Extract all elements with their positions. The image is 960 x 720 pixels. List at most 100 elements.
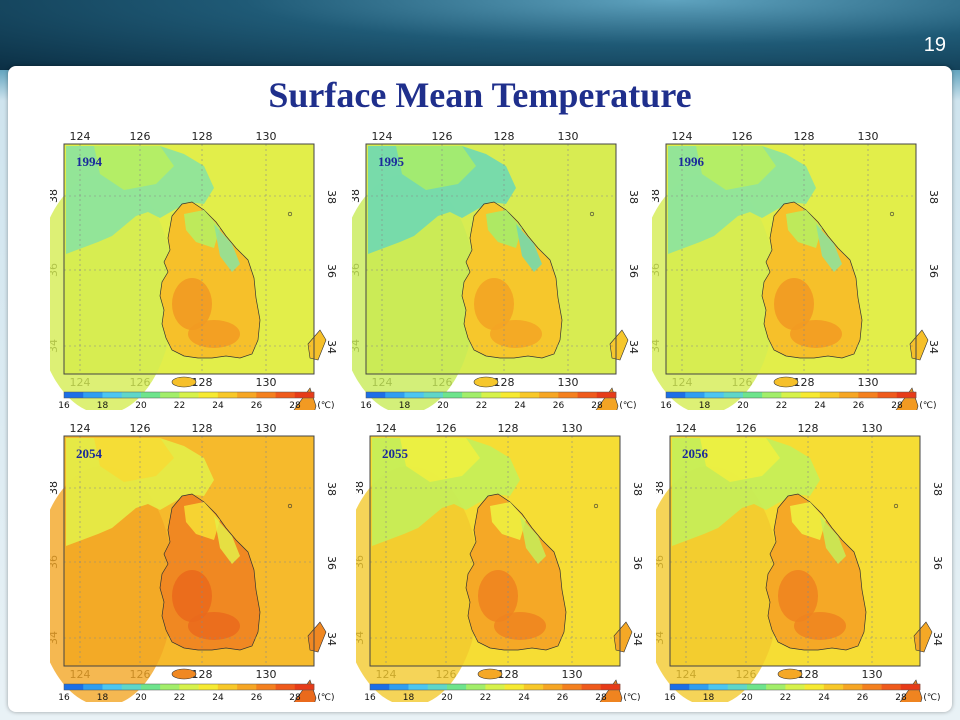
lat-tick-right: 34 <box>931 632 944 646</box>
lon-tick-top: 130 <box>256 130 277 143</box>
lon-tick-top: 128 <box>494 130 515 143</box>
lon-tick-top: 126 <box>436 422 457 435</box>
lat-tick-right: 38 <box>325 482 338 496</box>
colorbar-tick: 20 <box>135 693 147 702</box>
lon-tick-top: 128 <box>498 422 519 435</box>
lon-tick-top: 124 <box>70 422 91 435</box>
lat-tick-right: 36 <box>931 556 944 570</box>
colorbar-tick: 28 <box>595 693 607 702</box>
lon-tick-bottom: 128 <box>794 376 815 389</box>
colorbar-tick: 18 <box>699 401 711 410</box>
lon-tick-top: 124 <box>376 422 397 435</box>
colorbar-unit: (℃) <box>623 693 640 702</box>
colorbar-tick: 16 <box>58 401 70 410</box>
colorbar-unit: (℃) <box>317 401 334 410</box>
lat-tick-left: 38 <box>352 189 362 203</box>
lon-tick-top: 124 <box>70 130 91 143</box>
temperature-map-1995: 1241241261261281281301303838363634341618… <box>352 128 652 410</box>
lat-tick-right: 36 <box>627 264 640 278</box>
lat-tick-right: 34 <box>325 632 338 646</box>
slide-number: 19 <box>923 34 946 56</box>
lat-tick-right: 36 <box>631 556 644 570</box>
colorbar-tick: 20 <box>441 693 453 702</box>
colorbar-tick: 20 <box>741 693 753 702</box>
map-svg: 1241241261261281281301303838363634341618… <box>656 422 944 702</box>
lat-tick-right: 38 <box>631 482 644 496</box>
lon-tick-top: 126 <box>130 422 151 435</box>
colorbar-tick: 28 <box>895 693 907 702</box>
lat-tick-right: 34 <box>627 340 640 354</box>
colorbar-unit: (℃) <box>923 693 940 702</box>
colorbar-tick: 28 <box>289 401 301 410</box>
temperature-map-1996: 1241241261261281281301303838363634341618… <box>652 128 952 410</box>
colorbar-tick: 22 <box>480 693 491 702</box>
colorbar: 16 18 20 22 24 26 28 (℃) <box>660 391 937 410</box>
colorbar-tick: 28 <box>591 401 603 410</box>
lon-tick-top: 130 <box>256 422 277 435</box>
colorbar-tick: 24 <box>212 401 224 410</box>
map-svg: 1241241261261281281301303838363634341618… <box>352 130 640 410</box>
colorbar-tick: 22 <box>174 693 185 702</box>
lon-tick-bottom: 130 <box>558 376 579 389</box>
colorbar-tick: 26 <box>553 401 565 410</box>
colorbar-tick: 18 <box>399 401 411 410</box>
lon-tick-top: 128 <box>192 422 213 435</box>
colorbar-tick: 20 <box>437 401 449 410</box>
year-label: 2054 <box>76 446 102 461</box>
lon-tick-top: 130 <box>858 130 879 143</box>
lon-tick-bottom: 130 <box>256 668 277 681</box>
lat-tick-left: 38 <box>656 481 666 495</box>
colorbar-tick: 18 <box>97 401 109 410</box>
header-band <box>0 0 960 70</box>
lon-tick-top: 126 <box>432 130 453 143</box>
lat-tick-left: 38 <box>652 189 662 203</box>
lat-tick-right: 34 <box>927 340 940 354</box>
colorbar-tick: 24 <box>212 693 224 702</box>
lon-tick-top: 124 <box>672 130 693 143</box>
lon-tick-top: 128 <box>794 130 815 143</box>
lat-tick-right: 38 <box>627 190 640 204</box>
colorbar-tick: 16 <box>660 401 672 410</box>
colorbar: 16 18 20 22 24 26 28 (℃) <box>664 683 941 702</box>
colorbar-tick: 16 <box>58 693 70 702</box>
colorbar-tick: 18 <box>703 693 715 702</box>
lon-tick-bottom: 128 <box>494 376 515 389</box>
lat-tick-right: 36 <box>927 264 940 278</box>
colorbar-tick: 20 <box>737 401 749 410</box>
colorbar-tick: 26 <box>557 693 569 702</box>
colorbar-tick: 28 <box>289 693 301 702</box>
colorbar: 16 18 20 22 24 26 28 (℃) <box>360 391 637 410</box>
colorbar-tick: 28 <box>891 401 903 410</box>
temperature-map-2056: 1241241261261281281301303838363634341618… <box>656 420 956 702</box>
temperature-map-2054: 1241241261261281281301303838363634341618… <box>50 420 350 702</box>
lat-tick-left: 38 <box>356 481 366 495</box>
page-title: Surface Mean Temperature <box>268 75 692 115</box>
colorbar-tick: 26 <box>251 401 263 410</box>
colorbar-tick: 24 <box>814 401 826 410</box>
lon-tick-top: 130 <box>862 422 883 435</box>
colorbar-tick: 16 <box>364 693 376 702</box>
lon-tick-bottom: 128 <box>498 668 519 681</box>
lon-tick-top: 126 <box>732 130 753 143</box>
colorbar-unit: (℃) <box>317 693 334 702</box>
colorbar-tick: 22 <box>776 401 787 410</box>
lon-tick-top: 130 <box>558 130 579 143</box>
lon-tick-bottom: 130 <box>862 668 883 681</box>
colorbar-tick: 22 <box>174 401 185 410</box>
lat-tick-left: 38 <box>50 189 60 203</box>
colorbar: 16 18 20 22 24 26 28 (℃) <box>58 683 335 702</box>
map-svg: 1241241261261281281301303838363634341618… <box>652 130 940 410</box>
lat-tick-right: 34 <box>631 632 644 646</box>
lon-tick-top: 126 <box>736 422 757 435</box>
year-label: 1995 <box>378 154 404 169</box>
year-label: 1996 <box>678 154 704 169</box>
colorbar-tick: 26 <box>857 693 869 702</box>
lon-tick-bottom: 130 <box>256 376 277 389</box>
colorbar-tick: 22 <box>780 693 791 702</box>
colorbar-tick: 24 <box>518 693 530 702</box>
colorbar-tick: 16 <box>360 401 372 410</box>
lat-tick-right: 38 <box>325 190 338 204</box>
year-label: 1994 <box>76 154 102 169</box>
lat-tick-right: 36 <box>325 264 338 278</box>
map-svg: 1241241261261281281301303838363634341618… <box>50 422 338 702</box>
